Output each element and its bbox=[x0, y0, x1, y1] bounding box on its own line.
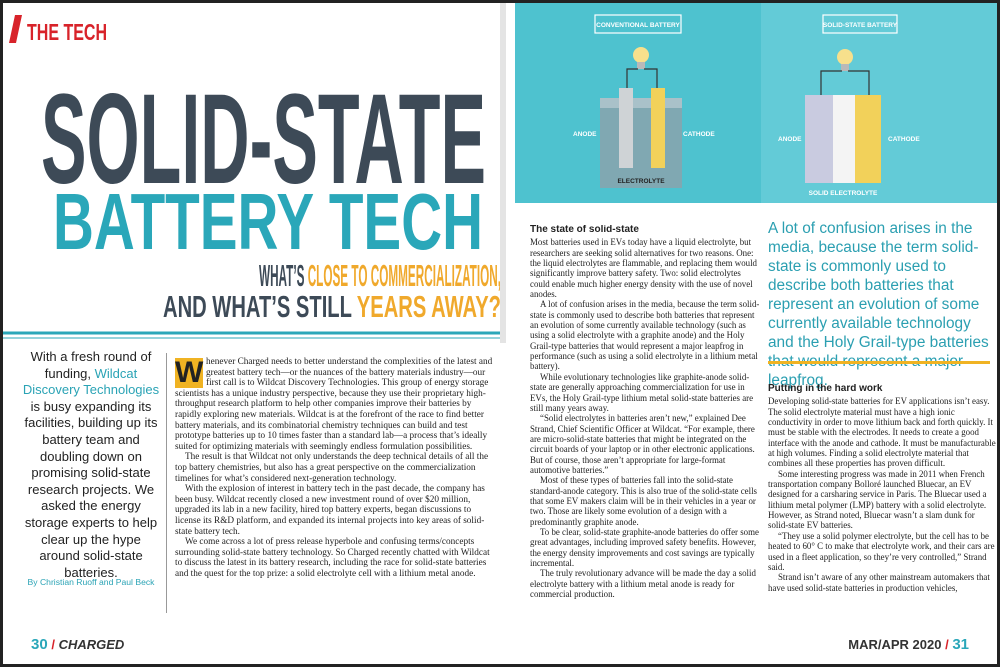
illustration-label: ELECTROLYTE bbox=[617, 178, 665, 185]
rule bbox=[166, 353, 167, 613]
page-number: 30 bbox=[31, 636, 48, 653]
paragraph: Most of these types of batteries fall in… bbox=[530, 475, 757, 527]
anode-layer bbox=[805, 95, 833, 183]
paragraph: henever Charged needs to better understa… bbox=[175, 357, 493, 452]
slash bbox=[9, 15, 22, 43]
intro-text: With a fresh round of funding, bbox=[30, 349, 152, 381]
paragraph: The result is that Wildcat not only unde… bbox=[175, 452, 489, 484]
issue-date: MAR/APR 2020 bbox=[848, 637, 942, 652]
paragraph: Developing solid-state batteries for EV … bbox=[768, 396, 996, 469]
illustration-label: CATHODE bbox=[683, 131, 715, 138]
section-heading: The state of solid-state bbox=[530, 225, 639, 235]
bulb-base bbox=[637, 62, 645, 69]
paragraph: “Solid electrolytes in batteries aren’t … bbox=[530, 413, 755, 475]
beaker-rim bbox=[600, 98, 682, 108]
section1-column: The state of solid-state Most batteries u… bbox=[530, 225, 760, 615]
subtitle-part: WHAT’S bbox=[259, 258, 308, 293]
section-label: THE TECH bbox=[27, 19, 107, 45]
drop-cap: W bbox=[175, 357, 204, 389]
subtitle-line1: WHAT’S CLOSE TO COMMERCIALIZATION, bbox=[259, 258, 501, 293]
paragraph: To be clear, solid-state graphite-anode … bbox=[530, 526, 759, 568]
bulb bbox=[633, 47, 649, 63]
cathode-plate bbox=[651, 88, 665, 168]
byline: By Christian Ruoff and Paul Beck bbox=[27, 577, 155, 587]
electrolyte-layer bbox=[833, 95, 855, 183]
section2-column: Putting in the hard work Developing solid… bbox=[768, 384, 996, 615]
paragraph: With the explosion of interest in batter… bbox=[175, 484, 485, 537]
wire bbox=[820, 70, 842, 95]
page-number: 31 bbox=[952, 636, 969, 653]
paragraph: Strand isn’t aware of any other mainstre… bbox=[768, 572, 990, 593]
title-line1: SOLID-STATE bbox=[41, 68, 486, 211]
paragraph: “They use a solid polymer electrolyte, b… bbox=[768, 530, 995, 572]
paragraph: A lot of confusion arises in the media, … bbox=[530, 299, 760, 372]
illustration-label: CONVENTIONAL BATTERY bbox=[596, 22, 680, 29]
intro-text: is busy expanding its facilities, buildi… bbox=[24, 398, 158, 580]
footer-right: MAR/APR 2020 / 31 bbox=[848, 636, 969, 653]
gutter bbox=[500, 3, 506, 343]
illustration-label: SOLID-STATE BATTERY bbox=[823, 22, 898, 29]
section-heading: Putting in the hard work bbox=[768, 384, 883, 394]
subtitle-part: AND WHAT’S STILL bbox=[163, 289, 357, 324]
paragraph: Some interesting progress was made in 20… bbox=[768, 468, 987, 531]
anode-plate bbox=[619, 88, 633, 168]
title-line2: BATTERY TECH bbox=[53, 177, 483, 266]
bulb-base bbox=[841, 64, 849, 71]
illustration-label: CATHODE bbox=[888, 136, 920, 143]
label-box bbox=[594, 14, 682, 34]
pull-quote: A lot of confusion arises in the media, … bbox=[768, 220, 989, 389]
cathode-layer bbox=[855, 95, 881, 183]
subtitle-highlight: YEARS AWAY? bbox=[357, 289, 501, 324]
label-box bbox=[822, 14, 898, 34]
solid-battery bbox=[805, 49, 881, 183]
intro: With a fresh round of funding, Wildcat D… bbox=[21, 349, 161, 581]
illustration-label: ANODE bbox=[778, 136, 802, 143]
intro-company: Wildcat Discovery Technologies bbox=[22, 365, 160, 398]
bulb bbox=[837, 49, 853, 65]
paragraph: While evolutionary technologies like gra… bbox=[530, 371, 754, 413]
subtitle-line2: AND WHAT’S STILL YEARS AWAY? bbox=[163, 289, 501, 324]
wire bbox=[626, 68, 638, 88]
beaker bbox=[600, 103, 682, 188]
footer-left: 30 / CHARGED bbox=[31, 636, 125, 653]
subtitle-highlight: CLOSE TO COMMERCIALIZATION, bbox=[308, 258, 501, 293]
graphics: THE TECH SOLID-STATE BATTERY TECH WHAT’S… bbox=[3, 3, 997, 343]
paragraph: The truly revolutionary advance will be … bbox=[530, 568, 756, 600]
brand: CHARGED bbox=[58, 637, 125, 652]
wire bbox=[644, 68, 658, 88]
conventional-battery bbox=[600, 47, 682, 188]
illustration-label: ANODE bbox=[573, 131, 597, 138]
illustration-label: SOLID ELECTROLYTE bbox=[809, 190, 878, 197]
pull-rule bbox=[768, 361, 990, 364]
wire bbox=[848, 70, 870, 95]
paragraph: We come across a lot of press release hy… bbox=[175, 537, 490, 579]
left-page bbox=[3, 3, 503, 343]
paragraph: Most batteries used in EVs today have a … bbox=[530, 237, 757, 300]
